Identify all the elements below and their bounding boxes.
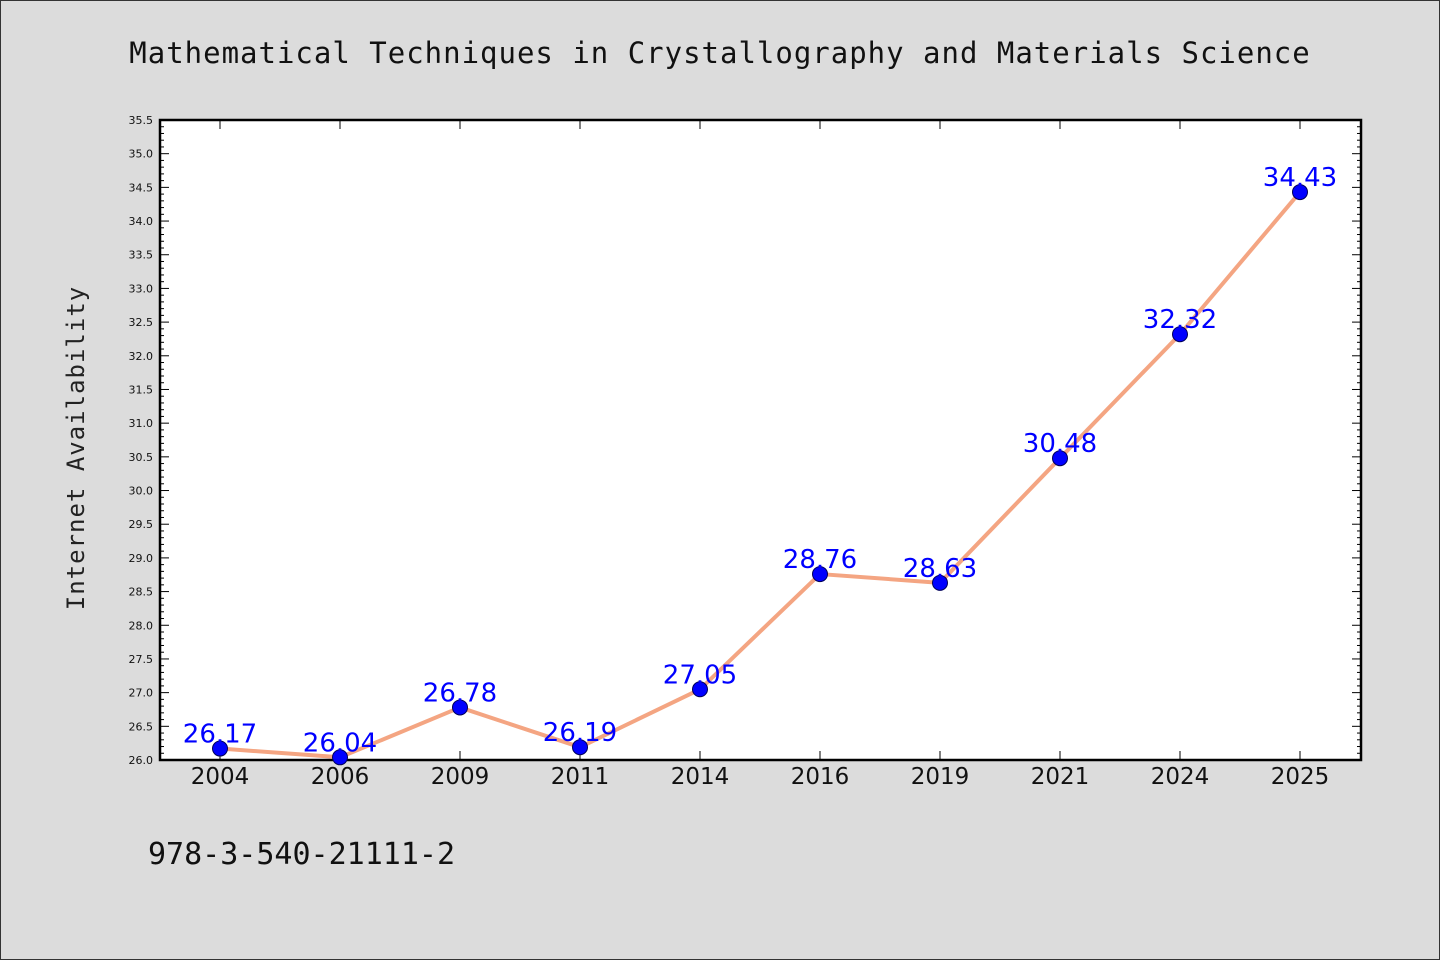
series-line	[212, 184, 1308, 766]
y-tick-label: 30.0	[129, 485, 154, 498]
data-label: 28.63	[903, 554, 977, 584]
y-tick-label: 33.5	[129, 249, 154, 262]
data-label: 26.19	[543, 718, 617, 748]
x-tick-label: 2019	[911, 764, 970, 790]
data-point	[1172, 326, 1188, 343]
y-tick-label: 29.5	[129, 518, 154, 531]
y-tick-label: 31.0	[129, 417, 154, 430]
y-tick-label: 35.0	[129, 148, 154, 161]
data-label: 28.76	[783, 545, 857, 575]
y-axis: 26.0 26.5 27.0 27.5 28.0 28.5 29.0 29.5 30.0 30.5…	[129, 114, 1361, 767]
data-labels: 26.17 26.04 26.78 26.19 27.05 28.76 28.63 30.48…	[183, 163, 1337, 758]
x-tick-label: 2021	[1031, 764, 1090, 790]
data-label: 27.05	[663, 660, 737, 690]
x-tick-label: 2011	[551, 764, 610, 790]
data-label: 32.32	[1143, 305, 1217, 335]
y-tick-label: 34.5	[129, 181, 154, 194]
y-tick-label: 26.0	[129, 754, 154, 767]
x-tick-label: 2006	[311, 764, 370, 790]
data-point	[1052, 450, 1068, 467]
data-point	[572, 739, 588, 756]
chart-title: Mathematical Techniques in Crystallograp…	[129, 36, 1310, 70]
y-axis-label: Internet Availability	[62, 286, 90, 610]
y-tick-label: 27.5	[129, 653, 154, 666]
y-tick-label: 26.5	[129, 720, 154, 733]
y-tick-label: 31.5	[129, 383, 154, 396]
data-label: 26.17	[183, 720, 257, 750]
y-tick-label: 32.0	[129, 350, 154, 363]
y-tick-label: 32.5	[129, 316, 154, 329]
y-tick-label: 29.0	[129, 552, 154, 565]
y-tick-label: 27.0	[129, 687, 154, 700]
data-point	[452, 699, 468, 716]
x-tick-label: 2025	[1271, 764, 1330, 790]
y-tick-label: 34.0	[129, 215, 154, 228]
data-label: 30.48	[1023, 429, 1097, 459]
x-tick-label: 2014	[671, 764, 730, 790]
y-tick-label: 35.5	[129, 114, 154, 127]
x-tick-label: 2024	[1151, 764, 1210, 790]
isbn-text: 978-3-540-21111-2	[148, 837, 455, 872]
data-point	[332, 749, 348, 766]
y-tick-label: 33.0	[129, 282, 154, 295]
data-label: 26.78	[423, 678, 497, 708]
data-point	[932, 574, 948, 591]
series-polyline	[219, 190, 1302, 760]
data-label: 34.43	[1263, 163, 1337, 193]
x-tick-label: 2009	[431, 764, 490, 790]
y-tick-label: 28.5	[129, 586, 154, 599]
data-point	[692, 681, 708, 698]
x-axis: 2004 2006 2009 2011 2014 2016 2019 2021 2024 2025	[191, 120, 1330, 790]
data-label: 26.04	[303, 728, 377, 758]
data-point	[812, 566, 828, 583]
data-point	[1292, 184, 1308, 201]
data-point	[212, 740, 228, 757]
y-tick-label: 30.5	[129, 451, 154, 464]
x-tick-label: 2016	[791, 764, 850, 790]
y-tick-label: 28.0	[129, 619, 154, 632]
x-tick-label: 2004	[191, 764, 250, 790]
plot-area	[158, 118, 1363, 762]
